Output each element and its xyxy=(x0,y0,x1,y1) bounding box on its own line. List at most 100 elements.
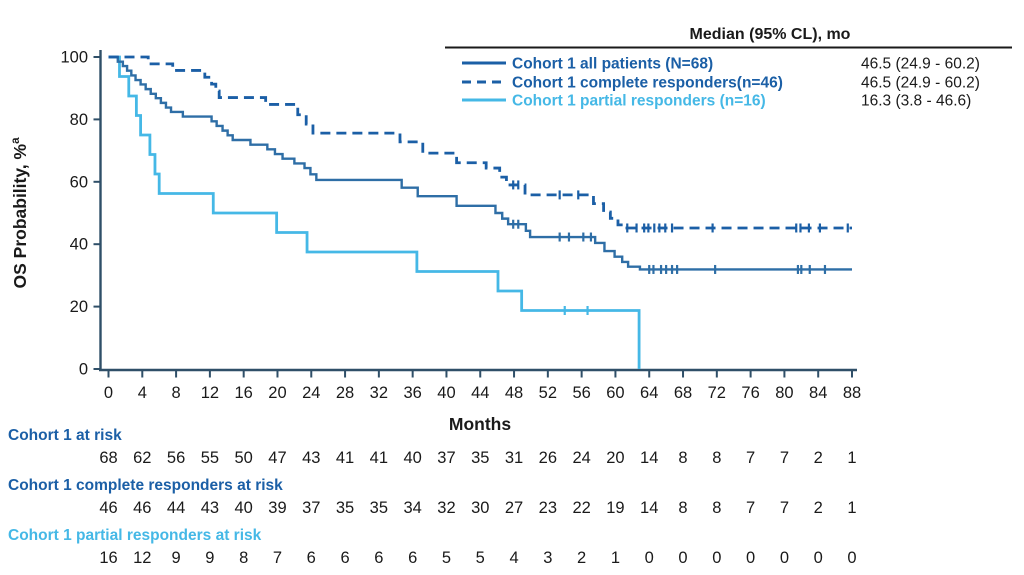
x-tick-label: 60 xyxy=(606,384,624,402)
at-risk-value: 32 xyxy=(437,499,455,517)
x-tick-label: 12 xyxy=(201,384,219,402)
at-risk-value: 37 xyxy=(302,499,320,517)
at-risk-value: 19 xyxy=(606,499,624,517)
km-curve-all-patients xyxy=(108,55,852,271)
at-risk-value: 68 xyxy=(99,449,117,467)
at-risk-value: 41 xyxy=(336,449,354,467)
at-risk-value: 41 xyxy=(370,449,388,467)
legend-item-label: Cohort 1 partial responders (n=16) xyxy=(512,93,766,110)
x-tick-label: 84 xyxy=(809,384,827,402)
at-risk-row-1: 46 46 44 43 40 39 37 35 35 34 32 30 27 23 22 19 14 8 8 7 7 2 1 xyxy=(99,499,856,517)
x-tick-label: 32 xyxy=(370,384,388,402)
x-tick-label: 0 xyxy=(104,384,113,402)
at-risk-value: 7 xyxy=(746,499,755,517)
censor-marks-complete-responders xyxy=(512,180,849,233)
at-risk-value: 22 xyxy=(572,499,590,517)
at-risk-table: Cohort 1 at risk Cohort 1 complete respo… xyxy=(8,427,283,544)
x-tick-label: 68 xyxy=(674,384,692,402)
at-risk-value: 12 xyxy=(133,549,151,567)
at-risk-value: 35 xyxy=(370,499,388,517)
at-risk-value: 6 xyxy=(408,549,417,567)
at-risk-value: 1 xyxy=(847,449,856,467)
x-tick-label: 4 xyxy=(138,384,147,402)
y-axis-title: OS Probability, %a xyxy=(10,137,30,289)
x-tick-label: 72 xyxy=(708,384,726,402)
x-tick-label: 20 xyxy=(268,384,286,402)
at-risk-value: 35 xyxy=(471,449,489,467)
x-tick-label: 16 xyxy=(235,384,253,402)
at-risk-value: 55 xyxy=(201,449,219,467)
at-risk-value: 1 xyxy=(847,499,856,517)
legend-header: Median (95% CL), mo xyxy=(690,26,851,43)
at-risk-value: 4 xyxy=(509,549,518,567)
at-risk-value: 3 xyxy=(543,549,552,567)
at-risk-value: 46 xyxy=(133,499,151,517)
at-risk-value: 6 xyxy=(340,549,349,567)
censor-marks-partial-responders xyxy=(563,306,589,315)
at-risk-value: 44 xyxy=(167,499,185,517)
legend-item-label: Cohort 1 all patients (N=68) xyxy=(512,56,713,73)
at-risk-value: 8 xyxy=(678,449,687,467)
y-tick-label: 100 xyxy=(60,49,88,67)
at-risk-value: 27 xyxy=(505,499,523,517)
at-risk-value: 46 xyxy=(99,499,117,517)
at-risk-value: 31 xyxy=(505,449,523,467)
at-risk-row-label-all: Cohort 1 at risk xyxy=(8,427,122,444)
at-risk-value: 50 xyxy=(235,449,253,467)
at-risk-value: 7 xyxy=(780,499,789,517)
at-risk-value: 0 xyxy=(814,549,823,567)
x-axis-title: Months xyxy=(449,414,511,434)
at-risk-value: 40 xyxy=(235,499,253,517)
at-risk-value: 6 xyxy=(307,549,316,567)
at-risk-value: 1 xyxy=(611,549,620,567)
at-risk-value: 37 xyxy=(437,449,455,467)
x-tick-label: 40 xyxy=(437,384,455,402)
at-risk-value: 39 xyxy=(268,499,286,517)
x-tick-label: 36 xyxy=(403,384,421,402)
y-tick-label: 0 xyxy=(79,361,88,379)
at-risk-value: 20 xyxy=(606,449,624,467)
at-risk-value: 16 xyxy=(99,549,117,567)
censor-marks-all-patients xyxy=(512,219,827,274)
x-tick-label: 52 xyxy=(539,384,557,402)
y-tick-label: 40 xyxy=(70,236,88,254)
at-risk-value: 14 xyxy=(640,499,658,517)
y-tick-label: 80 xyxy=(70,111,88,129)
at-risk-value: 14 xyxy=(640,449,658,467)
at-risk-value: 2 xyxy=(814,449,823,467)
at-risk-value: 30 xyxy=(471,499,489,517)
legend-item-median: 16.3 (3.8 - 46.6) xyxy=(861,93,971,110)
at-risk-value: 24 xyxy=(572,449,590,467)
at-risk-value: 0 xyxy=(746,549,755,567)
at-risk-value: 43 xyxy=(302,449,320,467)
x-tick-label: 44 xyxy=(471,384,489,402)
y-axis-title-text: OS Probability, % xyxy=(10,143,30,288)
at-risk-value: 5 xyxy=(442,549,451,567)
at-risk-value: 0 xyxy=(847,549,856,567)
x-tick-label: 76 xyxy=(741,384,759,402)
at-risk-value: 35 xyxy=(336,499,354,517)
at-risk-value: 0 xyxy=(645,549,654,567)
at-risk-value: 8 xyxy=(239,549,248,567)
at-risk-value: 5 xyxy=(476,549,485,567)
at-risk-value: 0 xyxy=(712,549,721,567)
legend-item-median: 46.5 (24.9 - 60.2) xyxy=(861,75,980,92)
at-risk-value: 2 xyxy=(814,499,823,517)
x-tick-label: 88 xyxy=(843,384,861,402)
at-risk-value: 0 xyxy=(678,549,687,567)
at-risk-value: 2 xyxy=(577,549,586,567)
y-axis-title-superscript: a xyxy=(10,137,22,144)
at-risk-value: 23 xyxy=(539,499,557,517)
x-tick-label: 48 xyxy=(505,384,523,402)
legend-item-label: Cohort 1 complete responders(n=46) xyxy=(512,75,783,92)
at-risk-value: 0 xyxy=(780,549,789,567)
y-tick-label: 60 xyxy=(70,173,88,191)
x-tick-label: 64 xyxy=(640,384,658,402)
x-tick-labels: 0 4 8 12 16 20 24 28 32 36 40 44 48 52 56 60 64 68 72 76 80 8… xyxy=(104,384,861,402)
survival-curves xyxy=(108,55,852,369)
x-tick-label: 28 xyxy=(336,384,354,402)
x-tick-label: 24 xyxy=(302,384,320,402)
at-risk-value: 7 xyxy=(780,449,789,467)
